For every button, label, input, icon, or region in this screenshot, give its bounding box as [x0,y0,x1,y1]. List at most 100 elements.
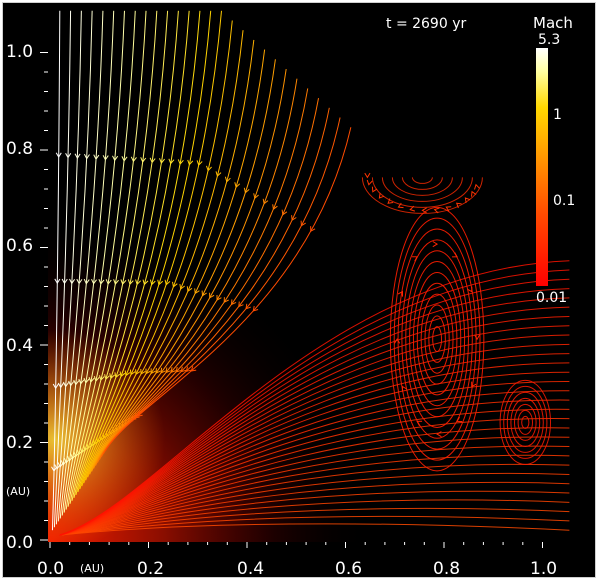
flow-arrow [253,193,259,200]
flow-arrow [112,155,119,162]
streamline [59,481,570,536]
streamline [61,10,115,516]
streamline [506,391,544,453]
y-tick-label: 0.4 [6,336,33,356]
flow-arrow [119,371,126,378]
flow-arrow [230,299,237,306]
streamline [83,20,233,484]
flow-arrow [467,286,473,293]
flow-arrow [73,379,80,386]
flow-arrow [252,305,259,312]
flow-arrow [172,281,178,288]
streamline [71,10,169,501]
y-unit-label: (AU) [6,485,30,498]
flow-arrow [76,278,83,285]
flow-arrow [80,447,86,454]
flow-arrow [194,288,200,295]
flow-arrow [145,368,151,375]
flow-arrow [67,455,74,462]
flow-arrow [474,334,481,341]
flow-arrow [129,369,136,376]
flow-arrow [185,366,192,372]
x-tick-label: 0.4 [237,559,264,579]
flow-arrow [54,464,61,470]
streamline [59,427,570,536]
streamline [75,10,190,496]
streamline [77,10,201,493]
streamline [91,59,276,472]
streamline [67,10,147,507]
y-tick-label: 1.0 [6,42,33,62]
flow-arrow [104,374,110,381]
streamline [51,10,61,531]
streamline [63,10,125,513]
streamline [361,177,483,214]
flow-arrow [121,156,128,162]
flow-arrow [387,198,394,204]
streamline [432,326,443,352]
flow-arrow [401,385,408,392]
flow-arrow [196,160,203,167]
flow-arrow [62,381,70,388]
flow-arrow [54,278,61,285]
flow-arrow [416,420,423,426]
flow-arrow [397,202,404,209]
x-axis-labels: 0.0 0.2 0.4 0.6 0.8 1.0 (AU) [37,559,557,579]
streamline [517,409,534,435]
streamlines [51,10,570,536]
flow-arrow [409,205,416,212]
flow-arrow [136,411,143,417]
flow-arrow [57,382,64,389]
flow-arrow [140,157,147,163]
flow-arrow [157,279,164,286]
flow-arrow [74,153,81,160]
flow-arrow [412,256,418,262]
streamline [503,385,548,459]
colorbar-max-label: 5.3 [538,32,560,48]
flow-arrow [474,183,480,190]
flow-arrow [124,370,131,377]
flow-arrow [149,157,156,164]
flow-arrow [135,279,142,286]
colorbar: Mach 5.3 1 0.1 0.01 [533,14,575,306]
y-tick-label: 0.2 [6,433,33,453]
flow-arrow [310,226,316,233]
streamline [393,217,481,461]
flow-arrow [366,179,373,186]
flow-arrow [83,153,90,160]
flow-arrow [180,366,187,373]
flow-arrow [190,366,197,372]
flow-arrow [63,457,70,464]
flow-arrow [215,171,222,178]
flow-arrow [55,152,62,158]
flow-arrow [83,445,90,452]
streamline [499,379,552,465]
flow-arrow [83,278,90,285]
flow-arrow [130,156,137,163]
streamline [95,78,298,466]
x-tick-label: 1.0 [530,559,557,579]
flow-arrow [436,431,442,438]
x-unit-label: (AU) [80,562,104,575]
streamline [65,10,136,510]
streamline [389,206,485,472]
flow-arrow [432,241,439,248]
flow-arrow [433,207,440,214]
streamline [59,515,570,536]
flow-arrow [224,176,231,183]
flow-arrow [61,278,68,285]
streamline [59,523,570,536]
flow-arrow [378,192,385,199]
flow-arrow [155,368,161,374]
flow-arrow [201,290,207,297]
streamline [401,177,443,190]
flow-arrow [186,286,193,293]
colorbar-tick-0-1: 0.1 [553,193,575,209]
flow-arrow [113,279,119,285]
flow-arrow [471,381,477,388]
flow-arrow [60,460,67,466]
flow-arrow [142,279,149,286]
x-tick-label: 0.8 [433,559,460,579]
streamline [411,177,433,184]
